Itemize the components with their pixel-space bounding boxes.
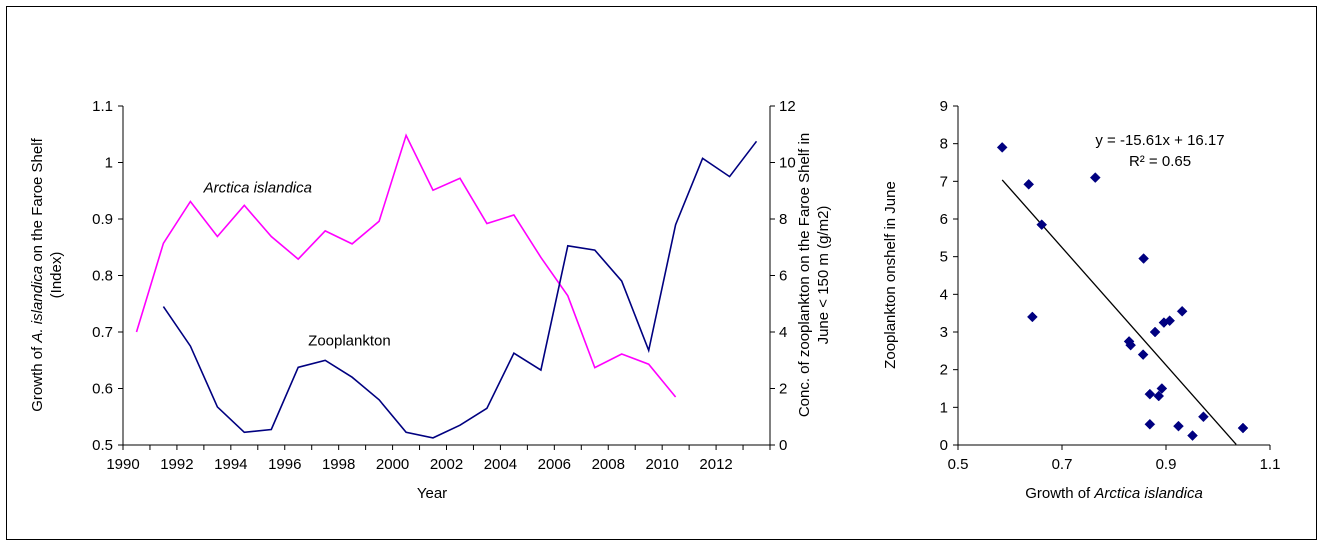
series-line-zooplankton — [162, 140, 758, 439]
y-axis-left-label-prefix: Growth of — [29, 343, 46, 412]
x-tick-label: 2004 — [484, 456, 517, 473]
scatter-point — [1176, 305, 1188, 317]
y-left-tick-label: 0.6 — [92, 381, 113, 398]
figure-border — [6, 6, 1317, 540]
y-axis-left-label-italic: A. islandica — [29, 266, 46, 344]
scatter-point — [1153, 390, 1165, 402]
scatter-point — [1137, 349, 1149, 360]
x-tick-label: 1990 — [106, 456, 139, 473]
scatter-point — [1027, 311, 1038, 323]
y-right-tick-label: 0 — [779, 437, 787, 454]
y-right-tick-label: 6 — [779, 268, 787, 285]
y-axis-left-label-suffix: on the Faroe Shelf — [29, 137, 46, 265]
scatter-y-tick-label: 0 — [940, 437, 948, 454]
scatter-x-tick-label: 1.1 — [1260, 456, 1281, 473]
x-axis-label: Year — [417, 485, 447, 502]
x-tick-label: 2012 — [699, 456, 732, 473]
scatter-x-axis-label-prefix: Growth of — [1025, 485, 1094, 502]
scatter-point — [1198, 411, 1209, 423]
x-tick-label: 2008 — [592, 456, 625, 473]
scatter-y-tick-label: 6 — [940, 211, 948, 228]
x-tick-label: 2002 — [430, 456, 463, 473]
x-tick-label: 1994 — [214, 456, 247, 473]
y-right-tick-label: 12 — [779, 98, 796, 115]
y-right-tick-label: 2 — [779, 381, 787, 398]
scatter-y-tick-label: 2 — [940, 362, 948, 379]
trendline-r2: R² = 0.65 — [1129, 153, 1191, 170]
scatter-chart-axes — [957, 106, 1270, 446]
scatter-point — [1125, 339, 1136, 351]
y-left-tick-label: 1 — [105, 155, 113, 172]
scatter-x-tick-label: 0.9 — [1156, 456, 1177, 473]
scatter-point — [1237, 422, 1249, 434]
x-tick-label: 2000 — [376, 456, 409, 473]
trendline-equation: y = -15.61x + 16.17 — [1095, 132, 1224, 149]
y-axis-right-label-line2: June < 150 m (g/m2) — [815, 206, 832, 345]
scatter-chart: 0.5 0.7 0.9 1.1 0 1 2 3 4 5 6 7 8 9 y = -15.61x + 16… — [882, 98, 1280, 502]
y-left-tick-label: 0.8 — [92, 268, 113, 285]
scatter-point — [1149, 326, 1161, 338]
scatter-chart-points — [996, 142, 1249, 441]
series-annotation: Arctica islandica — [203, 179, 312, 196]
left-chart-y-right-ticks: 0 2 4 6 8 10 12 — [770, 98, 796, 454]
left-chart-x-ticks: 1990 1992 1994 1996 1998 2000 2002 2004 2006 2008… — [106, 445, 771, 473]
y-left-tick-label: 1.1 — [92, 98, 113, 115]
left-chart-annotations: Arctica islandica Zooplankton — [203, 179, 391, 349]
left-chart-series — [135, 133, 758, 439]
scatter-point — [996, 142, 1008, 153]
scatter-chart-x-ticks: 0.5 0.7 0.9 1.1 — [948, 445, 1281, 473]
scatter-point — [1144, 388, 1156, 400]
scatter-point — [1187, 430, 1198, 441]
scatter-point — [1156, 383, 1168, 394]
x-tick-label: 1996 — [268, 456, 301, 473]
y-axis-left-label: Growth of A. islandica on the Faroe Shel… — [29, 137, 46, 411]
scatter-y-tick-label: 3 — [940, 324, 948, 341]
scatter-point — [1173, 420, 1184, 432]
y-axis-left-label-line2: (Index) — [48, 252, 65, 299]
scatter-y-tick-label: 7 — [940, 173, 948, 190]
scatter-point — [1023, 178, 1035, 190]
scatter-x-axis-label-italic: Arctica islandica — [1093, 485, 1202, 502]
scatter-y-tick-label: 9 — [940, 98, 948, 115]
scatter-chart-y-ticks: 0 1 2 3 4 5 6 7 8 9 — [940, 98, 958, 454]
scatter-y-axis-label: Zooplankton onshelf in June — [882, 181, 899, 369]
scatter-x-tick-label: 0.5 — [948, 456, 969, 473]
series-annotation: Zooplankton — [308, 333, 391, 350]
scatter-x-axis-label: Growth of Arctica islandica — [1025, 485, 1203, 502]
scatter-point — [1144, 418, 1156, 430]
scatter-y-tick-label: 1 — [940, 399, 948, 416]
y-left-tick-label: 0.7 — [92, 324, 113, 341]
y-left-tick-label: 0.9 — [92, 211, 113, 228]
y-left-tick-label: 0.5 — [92, 437, 113, 454]
x-tick-label: 2010 — [645, 456, 678, 473]
scatter-point — [1036, 219, 1048, 231]
series-line-arctica-islandica — [135, 133, 677, 398]
timeseries-chart: 1990 1992 1994 1996 1998 2000 2002 2004 2006 2008… — [29, 98, 832, 502]
y-axis-right-label-line1: Conc. of zooplankton on the Faroe Shelf … — [796, 133, 813, 417]
x-tick-label: 2006 — [538, 456, 571, 473]
x-tick-label: 1992 — [160, 456, 193, 473]
scatter-point — [1138, 253, 1149, 264]
scatter-point — [1164, 315, 1175, 327]
left-chart-y-left-ticks: 0.5 0.6 0.7 0.8 0.9 1 1.1 — [92, 98, 123, 454]
scatter-point — [1089, 172, 1101, 183]
scatter-x-tick-label: 0.7 — [1052, 456, 1073, 473]
scatter-y-tick-label: 4 — [940, 286, 948, 303]
scatter-y-tick-label: 5 — [940, 249, 948, 266]
y-right-tick-label: 4 — [779, 324, 787, 341]
x-tick-label: 1998 — [322, 456, 355, 473]
y-right-tick-label: 8 — [779, 211, 787, 228]
scatter-y-tick-label: 8 — [940, 136, 948, 153]
y-right-tick-label: 10 — [779, 155, 796, 172]
